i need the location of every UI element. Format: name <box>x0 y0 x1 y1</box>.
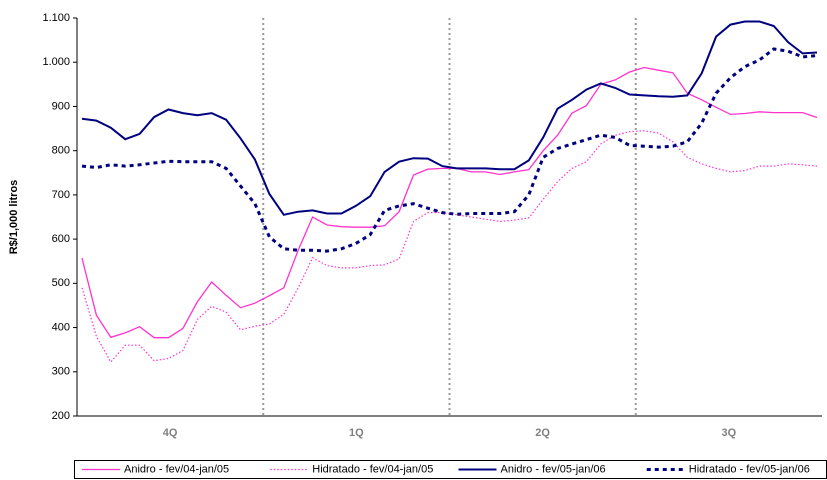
y-tick-label: 1.000 <box>42 56 70 68</box>
legend-label: Hidratado - fev/04-jan/05 <box>312 463 433 475</box>
x-tick-label: 4Q <box>163 427 178 439</box>
series-line <box>81 47 818 253</box>
y-tick-label: 500 <box>52 277 70 289</box>
legend-label: Anidro - fev/04-jan/05 <box>124 463 229 475</box>
y-tick-label: 400 <box>52 321 70 333</box>
y-tick-label: 900 <box>52 100 70 112</box>
series-line <box>81 130 818 364</box>
y-axis-label: R$/1,000 litros <box>8 180 20 255</box>
series-line <box>81 66 818 339</box>
y-tick-label: 600 <box>52 233 70 245</box>
series-line <box>81 20 818 216</box>
y-tick-label: 300 <box>52 366 70 378</box>
y-tick-label: 800 <box>52 145 70 157</box>
legend-label: Anidro - fev/05-jan/06 <box>501 463 606 475</box>
y-tick-label: 1.100 <box>42 12 70 24</box>
legend-label: Hidratado - fev/05-jan/06 <box>689 463 810 475</box>
x-tick-label: 3Q <box>722 427 737 439</box>
x-tick-label: 2Q <box>535 427 550 439</box>
y-tick-label: 200 <box>52 410 70 422</box>
y-tick-label: 700 <box>52 189 70 201</box>
x-tick-label: 1Q <box>349 427 364 439</box>
